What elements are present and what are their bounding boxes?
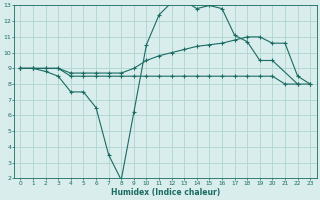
X-axis label: Humidex (Indice chaleur): Humidex (Indice chaleur) [111,188,220,197]
